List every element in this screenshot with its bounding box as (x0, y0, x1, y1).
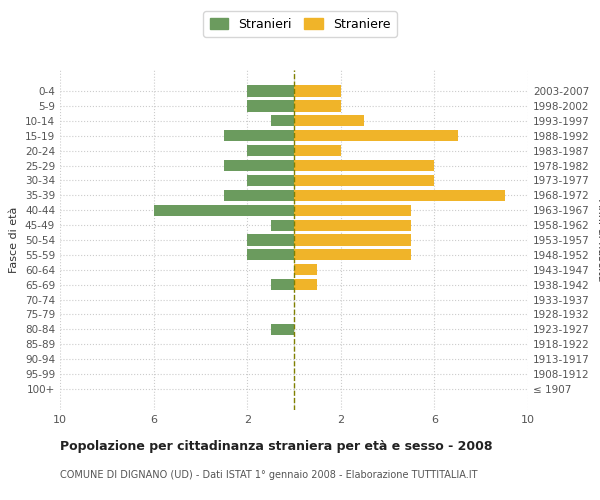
Text: Popolazione per cittadinanza straniera per età e sesso - 2008: Popolazione per cittadinanza straniera p… (60, 440, 493, 453)
Bar (294, 100, 341, 112)
Bar (154, 204, 294, 216)
Bar (294, 145, 341, 156)
Bar (294, 130, 458, 141)
Bar (224, 190, 294, 201)
Bar (247, 86, 294, 96)
Bar (294, 160, 434, 171)
Bar (247, 145, 294, 156)
Bar (294, 190, 505, 201)
Bar (271, 279, 294, 290)
Bar (294, 250, 411, 260)
Legend: Stranieri, Straniere: Stranieri, Straniere (203, 11, 397, 37)
Bar (247, 234, 294, 246)
Bar (294, 86, 341, 96)
Bar (271, 220, 294, 230)
Y-axis label: Fasce di età: Fasce di età (10, 207, 19, 273)
Bar (294, 234, 411, 246)
Text: COMUNE DI DIGNANO (UD) - Dati ISTAT 1° gennaio 2008 - Elaborazione TUTTITALIA.IT: COMUNE DI DIGNANO (UD) - Dati ISTAT 1° g… (60, 470, 478, 480)
Bar (294, 220, 411, 230)
Bar (224, 160, 294, 171)
Bar (294, 175, 434, 186)
Bar (271, 324, 294, 335)
Y-axis label: Anni di nascita: Anni di nascita (596, 198, 600, 281)
Bar (247, 250, 294, 260)
Bar (294, 115, 364, 126)
Bar (224, 130, 294, 141)
Bar (271, 115, 294, 126)
Bar (247, 175, 294, 186)
Bar (294, 264, 317, 276)
Bar (247, 100, 294, 112)
Bar (294, 204, 411, 216)
Bar (294, 279, 317, 290)
